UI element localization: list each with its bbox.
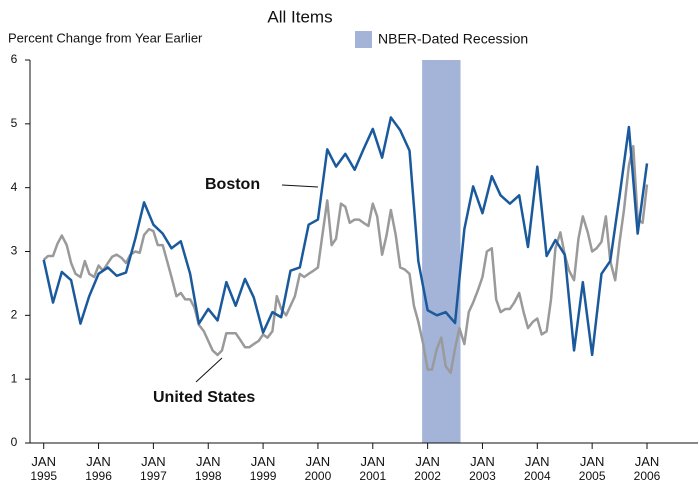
chart-title: All Items xyxy=(267,7,332,26)
x-tick-label: JAN 2001 xyxy=(359,454,386,483)
x-tick-label: JAN 1997 xyxy=(140,454,167,483)
x-tick-label: JAN 2002 xyxy=(414,454,441,483)
y-tick-label: 3 xyxy=(11,244,18,258)
x-tick-label: JAN 1998 xyxy=(195,454,222,483)
series-line xyxy=(42,116,649,357)
annotation-leader xyxy=(281,184,319,188)
x-tick-label: JAN 2006 xyxy=(634,454,661,483)
y-tick-label: 6 xyxy=(11,52,18,66)
y-tick-label: 2 xyxy=(11,308,18,322)
y-tick-label: 1 xyxy=(11,371,18,385)
x-tick-label: JAN 1999 xyxy=(250,454,277,483)
x-tick-label: JAN 2005 xyxy=(579,454,606,483)
annotation: Boston xyxy=(205,176,260,193)
x-tick-label: JAN 2000 xyxy=(305,454,332,483)
legend-label: NBER-Dated Recession xyxy=(378,31,528,47)
annotation: United States xyxy=(153,389,255,406)
x-tick-label: JAN 1995 xyxy=(30,454,57,483)
y-tick-label: 5 xyxy=(11,116,18,130)
x-tick-label: JAN 2004 xyxy=(524,454,551,483)
legend-swatch xyxy=(355,31,372,48)
x-tick-label: JAN 2003 xyxy=(469,454,496,483)
recession-band xyxy=(422,60,461,443)
y-tick-label: 4 xyxy=(11,180,18,194)
y-axis-label: Percent Change from Year Earlier xyxy=(8,30,203,45)
series-line xyxy=(42,144,649,375)
y-tick-label: 0 xyxy=(11,435,18,449)
annotation-leader xyxy=(195,357,223,383)
x-tick-label: JAN 1996 xyxy=(85,454,112,483)
